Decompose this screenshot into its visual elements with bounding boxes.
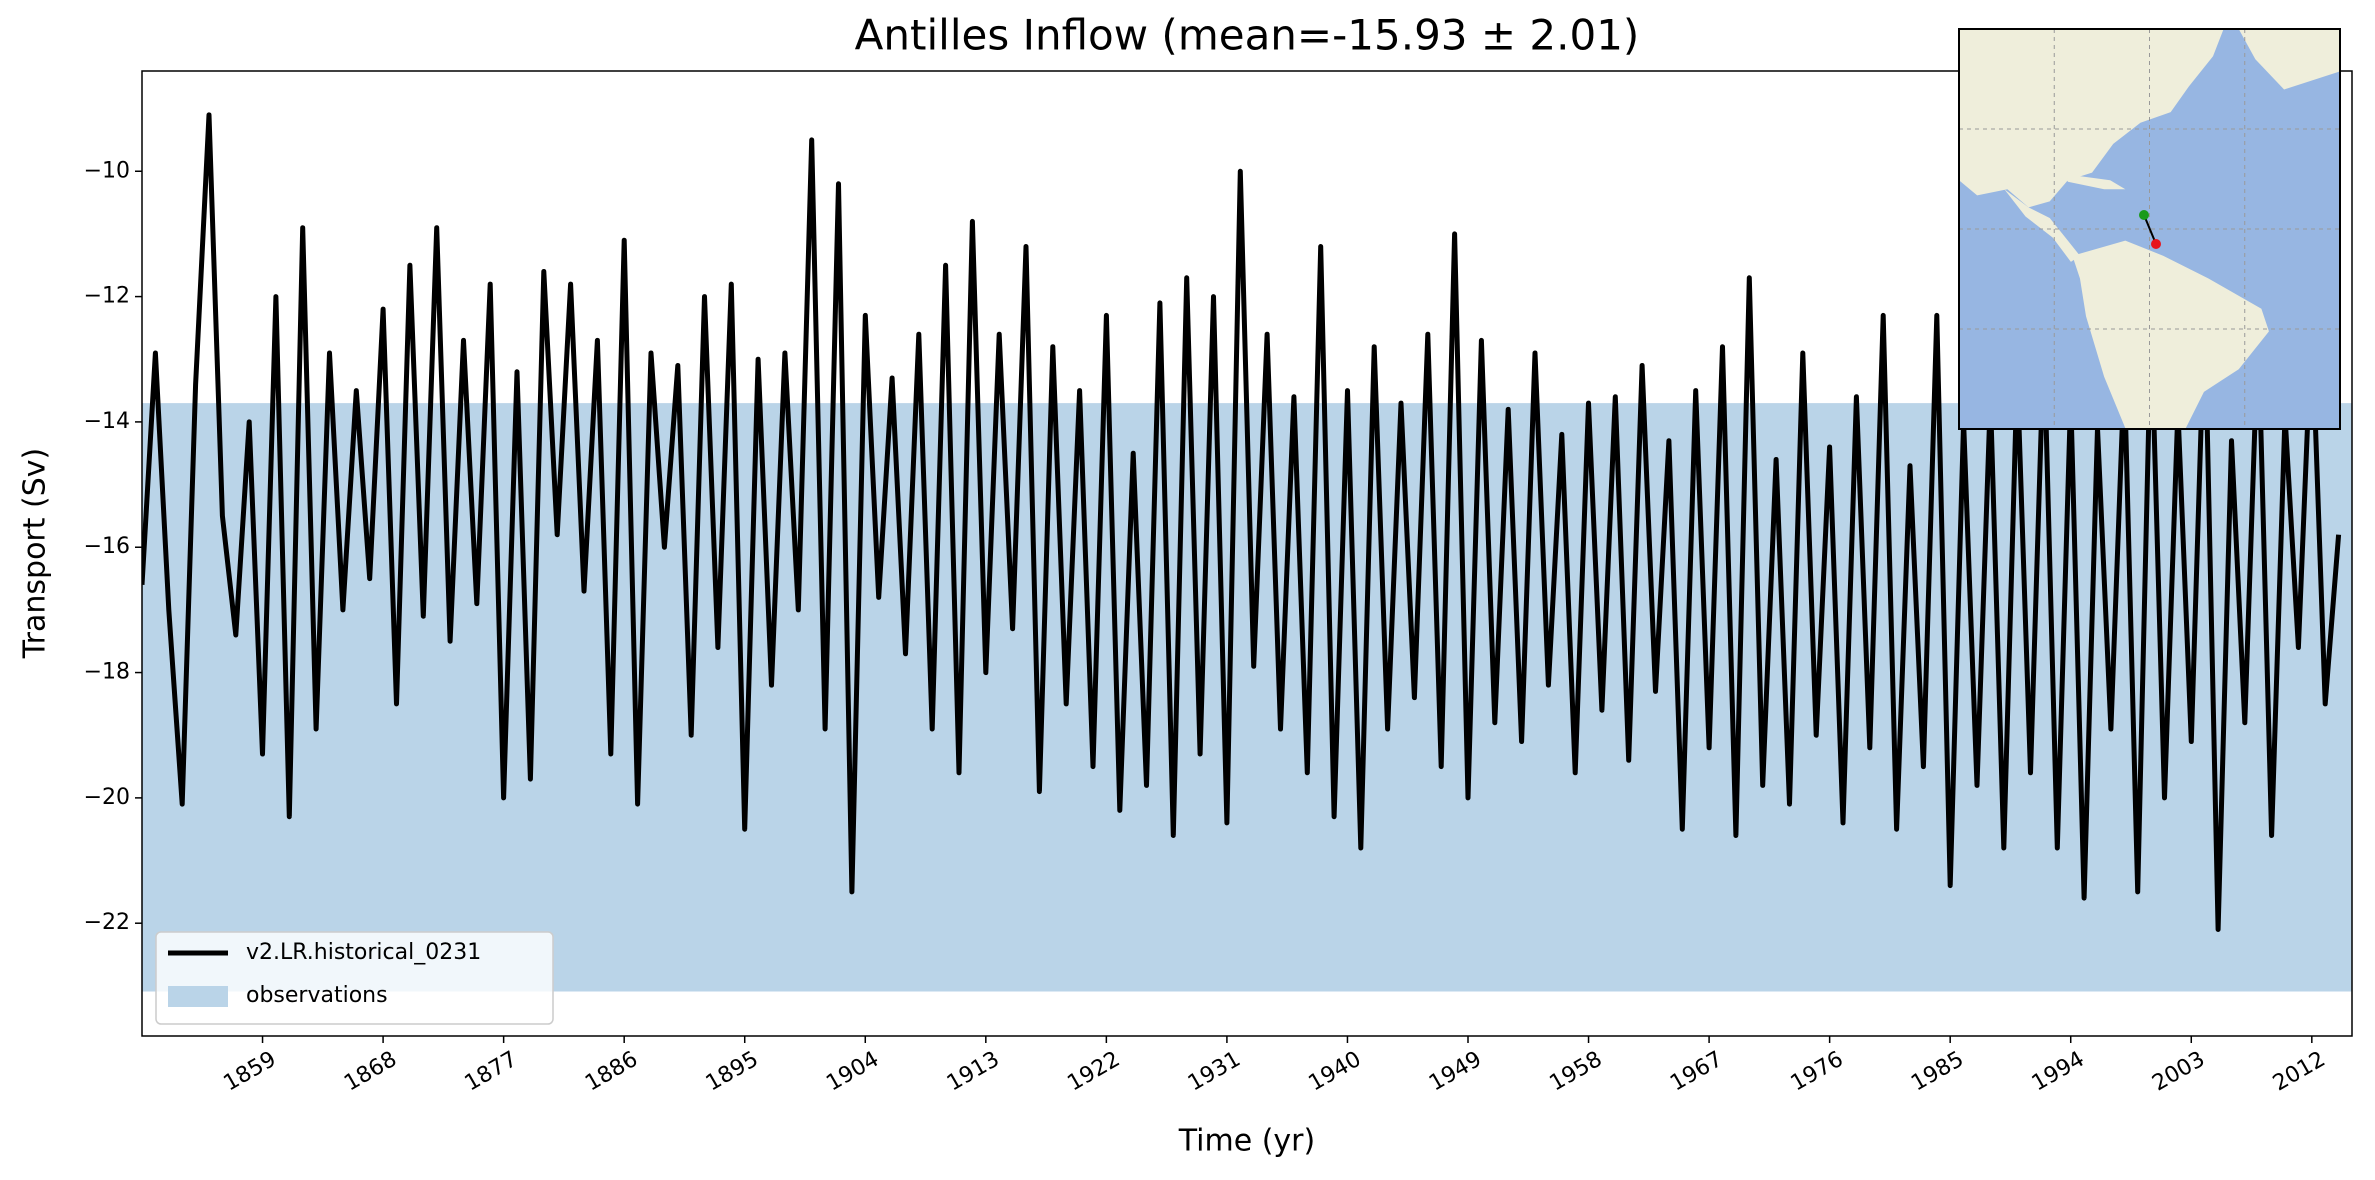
legend: v2.LR.historical_0231 observations <box>155 931 554 1025</box>
inset-map <box>1958 28 2341 430</box>
legend-label: observations <box>246 983 388 1008</box>
y-tick-label: −18 <box>84 660 130 685</box>
x-tick-label: 1985 <box>1907 1047 1968 1097</box>
y-tick-label: −14 <box>84 409 130 434</box>
legend-label: v2.LR.historical_0231 <box>246 940 481 965</box>
north-america <box>1959 29 2224 208</box>
central-america <box>2004 189 2080 262</box>
section-end <box>2151 239 2161 249</box>
x-tick-label: 1958 <box>1546 1047 1607 1097</box>
x-tick-label: 1859 <box>220 1047 281 1097</box>
legend-band-swatch <box>168 986 228 1007</box>
x-tick-label: 2003 <box>2148 1047 2209 1097</box>
map-land <box>1959 29 2341 429</box>
chart-title: Antilles Inflow (mean=-15.93 ± 2.01) <box>855 11 1640 60</box>
x-tick-label: 1886 <box>581 1047 642 1097</box>
series-line <box>142 112 2342 932</box>
y-tick-label: −22 <box>84 910 130 935</box>
x-tick-label: 1904 <box>822 1047 883 1097</box>
south-america <box>2072 240 2269 429</box>
x-tick-label: 1868 <box>340 1047 401 1097</box>
x-tick-label: 1967 <box>1666 1047 1727 1097</box>
section-start <box>2139 210 2149 220</box>
cuba <box>2064 174 2126 190</box>
section-line <box>2143 214 2157 245</box>
x-tick-label: 1994 <box>2028 1047 2089 1097</box>
x-axis-label: Time (yr) <box>1178 1124 1315 1159</box>
map-frame <box>1958 28 2341 430</box>
plot-frame <box>141 70 2353 1037</box>
x-tick-label: 1895 <box>702 1047 763 1097</box>
x-tick-label: 1940 <box>1304 1047 1365 1097</box>
y-tick-label: −16 <box>84 534 130 559</box>
x-tick-label: 1922 <box>1063 1047 1124 1097</box>
y-tick-label: −20 <box>84 785 130 810</box>
greenland <box>2238 29 2341 90</box>
x-tick-label: 1877 <box>461 1047 522 1097</box>
x-tick-label: 1949 <box>1425 1047 1486 1097</box>
legend-box <box>155 931 554 1025</box>
x-tick-label: 1913 <box>943 1047 1004 1097</box>
x-tick-label: 2012 <box>2269 1047 2330 1097</box>
x-tick-label: 1976 <box>1787 1047 1848 1097</box>
y-axis-label: Transport (Sv) <box>18 448 53 660</box>
x-tick-label: 1931 <box>1184 1047 1245 1097</box>
y-tick-label: −12 <box>84 284 130 309</box>
y-tick-label: −10 <box>84 158 130 183</box>
